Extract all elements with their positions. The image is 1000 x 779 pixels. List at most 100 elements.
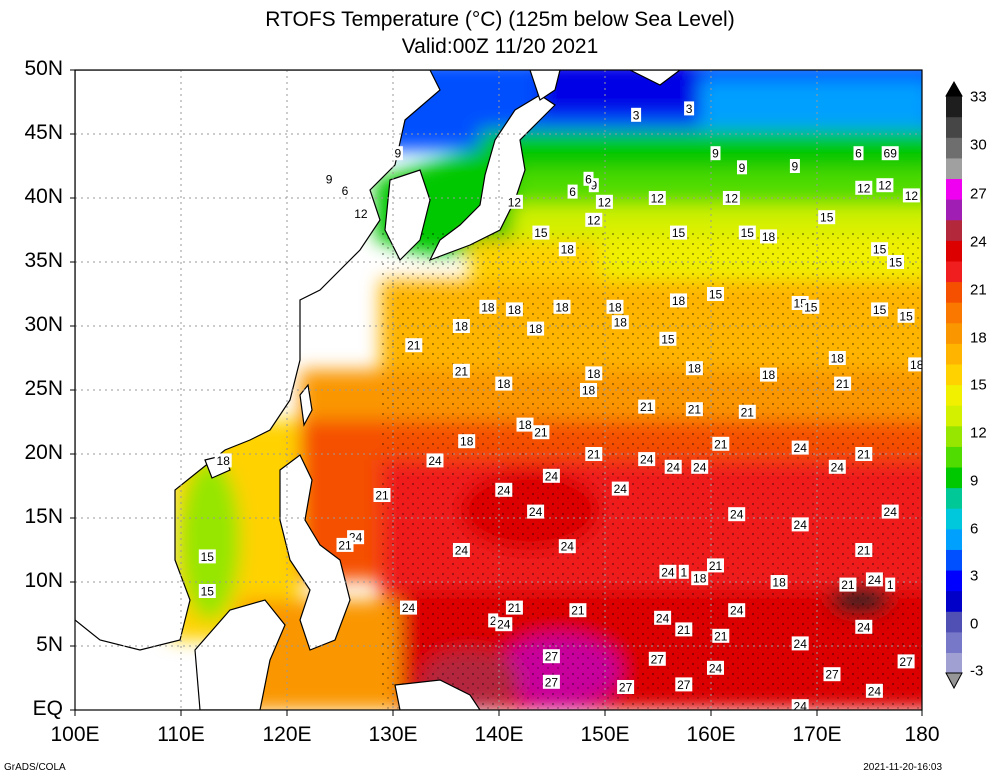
svg-text:24: 24: [640, 453, 654, 467]
contour-label: 12: [352, 206, 370, 221]
lon-label: 140E: [474, 723, 524, 746]
svg-text:27: 27: [545, 675, 559, 689]
kamchatka-sakhalin: [529, 70, 681, 101]
svg-text:18: 18: [217, 454, 231, 468]
contour-label: 21: [675, 622, 693, 637]
contour-label: 12: [902, 188, 920, 203]
colorbar-segment: [946, 466, 962, 489]
contour-label: 18: [452, 319, 470, 334]
contour-label: 18: [670, 293, 687, 308]
svg-text:6: 6: [585, 172, 592, 186]
contour-label: 9: [392, 146, 403, 161]
colorbar-segment: [946, 405, 962, 427]
svg-text:12: 12: [905, 189, 919, 203]
svg-text:18: 18: [762, 230, 776, 244]
svg-text:21: 21: [714, 629, 728, 643]
svg-text:21: 21: [338, 538, 352, 552]
svg-text:21: 21: [836, 377, 850, 391]
svg-text:6: 6: [855, 147, 862, 161]
svg-text:27: 27: [825, 668, 839, 682]
contour-label: 2: [488, 613, 499, 628]
svg-text:24: 24: [614, 482, 628, 496]
contour-label: 24: [659, 564, 677, 579]
svg-text:21: 21: [534, 426, 548, 440]
colorbar-label: 15: [970, 376, 987, 394]
lon-label: 150E: [580, 723, 630, 746]
contour-label: 24: [855, 619, 873, 634]
contour-label: 18: [580, 383, 597, 398]
svg-text:3: 3: [686, 102, 693, 116]
contour-label: 21: [569, 603, 587, 618]
colorbar-segment: [946, 590, 962, 612]
svg-text:18: 18: [518, 418, 532, 432]
svg-text:27: 27: [677, 678, 691, 692]
contour-label: 18: [828, 351, 846, 366]
contour-label: 12: [722, 191, 740, 206]
contour-label: 18: [214, 453, 232, 468]
lat-label: 30N: [24, 313, 63, 336]
svg-text:18: 18: [508, 303, 522, 317]
contour-label: 24: [400, 600, 417, 615]
contour-label: 15: [802, 299, 820, 314]
lon-label: 170E: [792, 723, 842, 746]
contour-label: 18: [760, 367, 777, 382]
footer-timestamp: 2021-11-20-16:03: [863, 762, 942, 773]
contour-label: 9: [789, 159, 800, 174]
svg-text:15: 15: [709, 288, 723, 302]
svg-text:18: 18: [481, 300, 495, 314]
svg-text:15: 15: [899, 309, 913, 323]
contour-label: 24: [881, 504, 899, 519]
svg-text:24: 24: [402, 601, 416, 615]
philippines-islands: [279, 454, 351, 651]
contour-label: 21: [712, 436, 730, 451]
contour-label: 24: [495, 617, 513, 632]
lat-label: 5N: [36, 633, 63, 656]
svg-text:18: 18: [831, 352, 845, 366]
contour-label: 18: [585, 366, 603, 381]
contour-label: 24: [865, 683, 883, 698]
contour-label: 21: [707, 558, 724, 573]
svg-text:18: 18: [555, 300, 569, 314]
svg-text:24: 24: [868, 573, 882, 587]
contour-label: 12: [855, 180, 873, 195]
colorbar-segment: [946, 343, 962, 365]
colorbar-label: 6: [970, 520, 979, 538]
svg-text:15: 15: [661, 332, 675, 346]
borneo-island: [194, 599, 286, 710]
svg-text:24: 24: [884, 505, 898, 519]
svg-text:12: 12: [354, 207, 368, 221]
footer-credit: GrADS/COLA: [4, 762, 66, 773]
svg-text:21: 21: [857, 544, 871, 558]
colorbar: [945, 80, 963, 690]
map-subtitle: Valid:00Z 11/20 2021: [401, 35, 599, 58]
colorbar-segment: [946, 631, 962, 653]
contour-label: 27: [542, 649, 560, 664]
svg-text:12: 12: [651, 192, 665, 206]
contour-label: 21: [855, 543, 873, 558]
colorbar-label: -3: [970, 662, 984, 680]
colorbar-segment: [946, 137, 962, 159]
svg-text:27: 27: [619, 681, 633, 695]
colorbar-segment: [946, 322, 962, 344]
svg-text:21: 21: [857, 448, 871, 462]
colorbar-segment: [946, 363, 962, 386]
colorbar-segment: [946, 96, 962, 118]
svg-text:24: 24: [497, 618, 511, 632]
svg-text:18: 18: [497, 377, 511, 391]
colorbar-segment: [946, 178, 962, 200]
svg-text:24: 24: [455, 544, 469, 558]
colorbar-label: 18: [970, 329, 987, 347]
colorbar-segment: [946, 302, 962, 324]
contour-label: 15: [670, 225, 687, 240]
contour-label: 27: [542, 674, 560, 689]
contour-label: 9: [710, 146, 721, 161]
svg-text:21: 21: [375, 489, 389, 503]
svg-text:18: 18: [455, 320, 469, 334]
svg-text:21: 21: [455, 364, 469, 378]
contour-label: 9: [324, 171, 335, 186]
contour-label: 15: [532, 225, 550, 240]
svg-text:24: 24: [794, 700, 808, 714]
colorbar-segment: [946, 569, 962, 592]
svg-text:27: 27: [545, 650, 559, 664]
